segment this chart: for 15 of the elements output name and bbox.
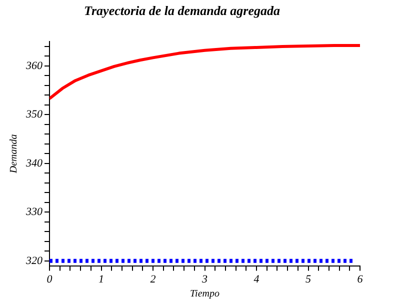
y-tick-label: 350 <box>25 108 43 121</box>
x-tick-label: 0 <box>46 273 53 286</box>
y-axis-title: Demanda <box>8 134 20 174</box>
x-tick-label: 4 <box>254 273 260 286</box>
x-tick-label: 5 <box>306 273 312 286</box>
chart-title: Trayectoria de la demanda agregada <box>84 3 280 18</box>
y-tick-label: 330 <box>25 206 43 218</box>
x-axis-title: Tiempo <box>190 288 220 300</box>
x-tick-label: 3 <box>201 273 208 286</box>
y-tick-label: 320 <box>25 254 43 267</box>
y-tick-label: 360 <box>25 60 43 72</box>
y-tick-label: 340 <box>25 157 43 170</box>
x-tick-label: 2 <box>150 273 156 286</box>
x-tick-label: 1 <box>98 273 104 286</box>
x-tick-label: 6 <box>357 273 364 286</box>
